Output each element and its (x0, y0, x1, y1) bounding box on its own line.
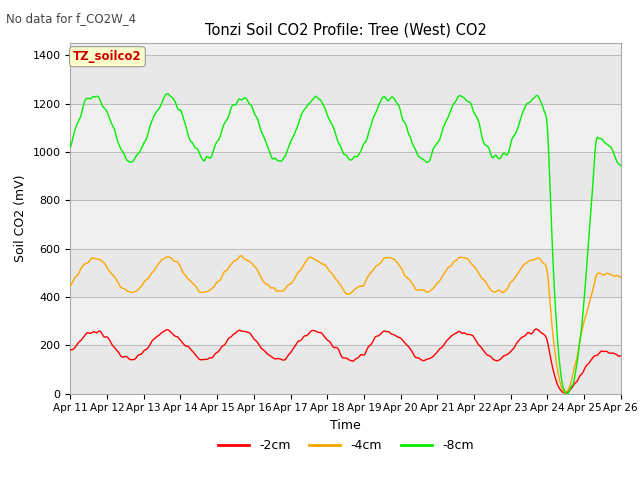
Y-axis label: Soil CO2 (mV): Soil CO2 (mV) (14, 175, 27, 262)
Legend: -2cm, -4cm, -8cm: -2cm, -4cm, -8cm (212, 434, 479, 457)
Bar (70, 55, 621, 104)
Text: No data for f_CO2W_4: No data for f_CO2W_4 (6, 12, 136, 25)
X-axis label: Time: Time (330, 419, 361, 432)
Bar (70, 345, 621, 394)
Bar (70, 152, 621, 200)
Title: Tonzi Soil CO2 Profile: Tree (West) CO2: Tonzi Soil CO2 Profile: Tree (West) CO2 (205, 23, 486, 38)
Bar (70, 249, 621, 297)
Text: TZ_soilco2: TZ_soilco2 (73, 50, 142, 63)
